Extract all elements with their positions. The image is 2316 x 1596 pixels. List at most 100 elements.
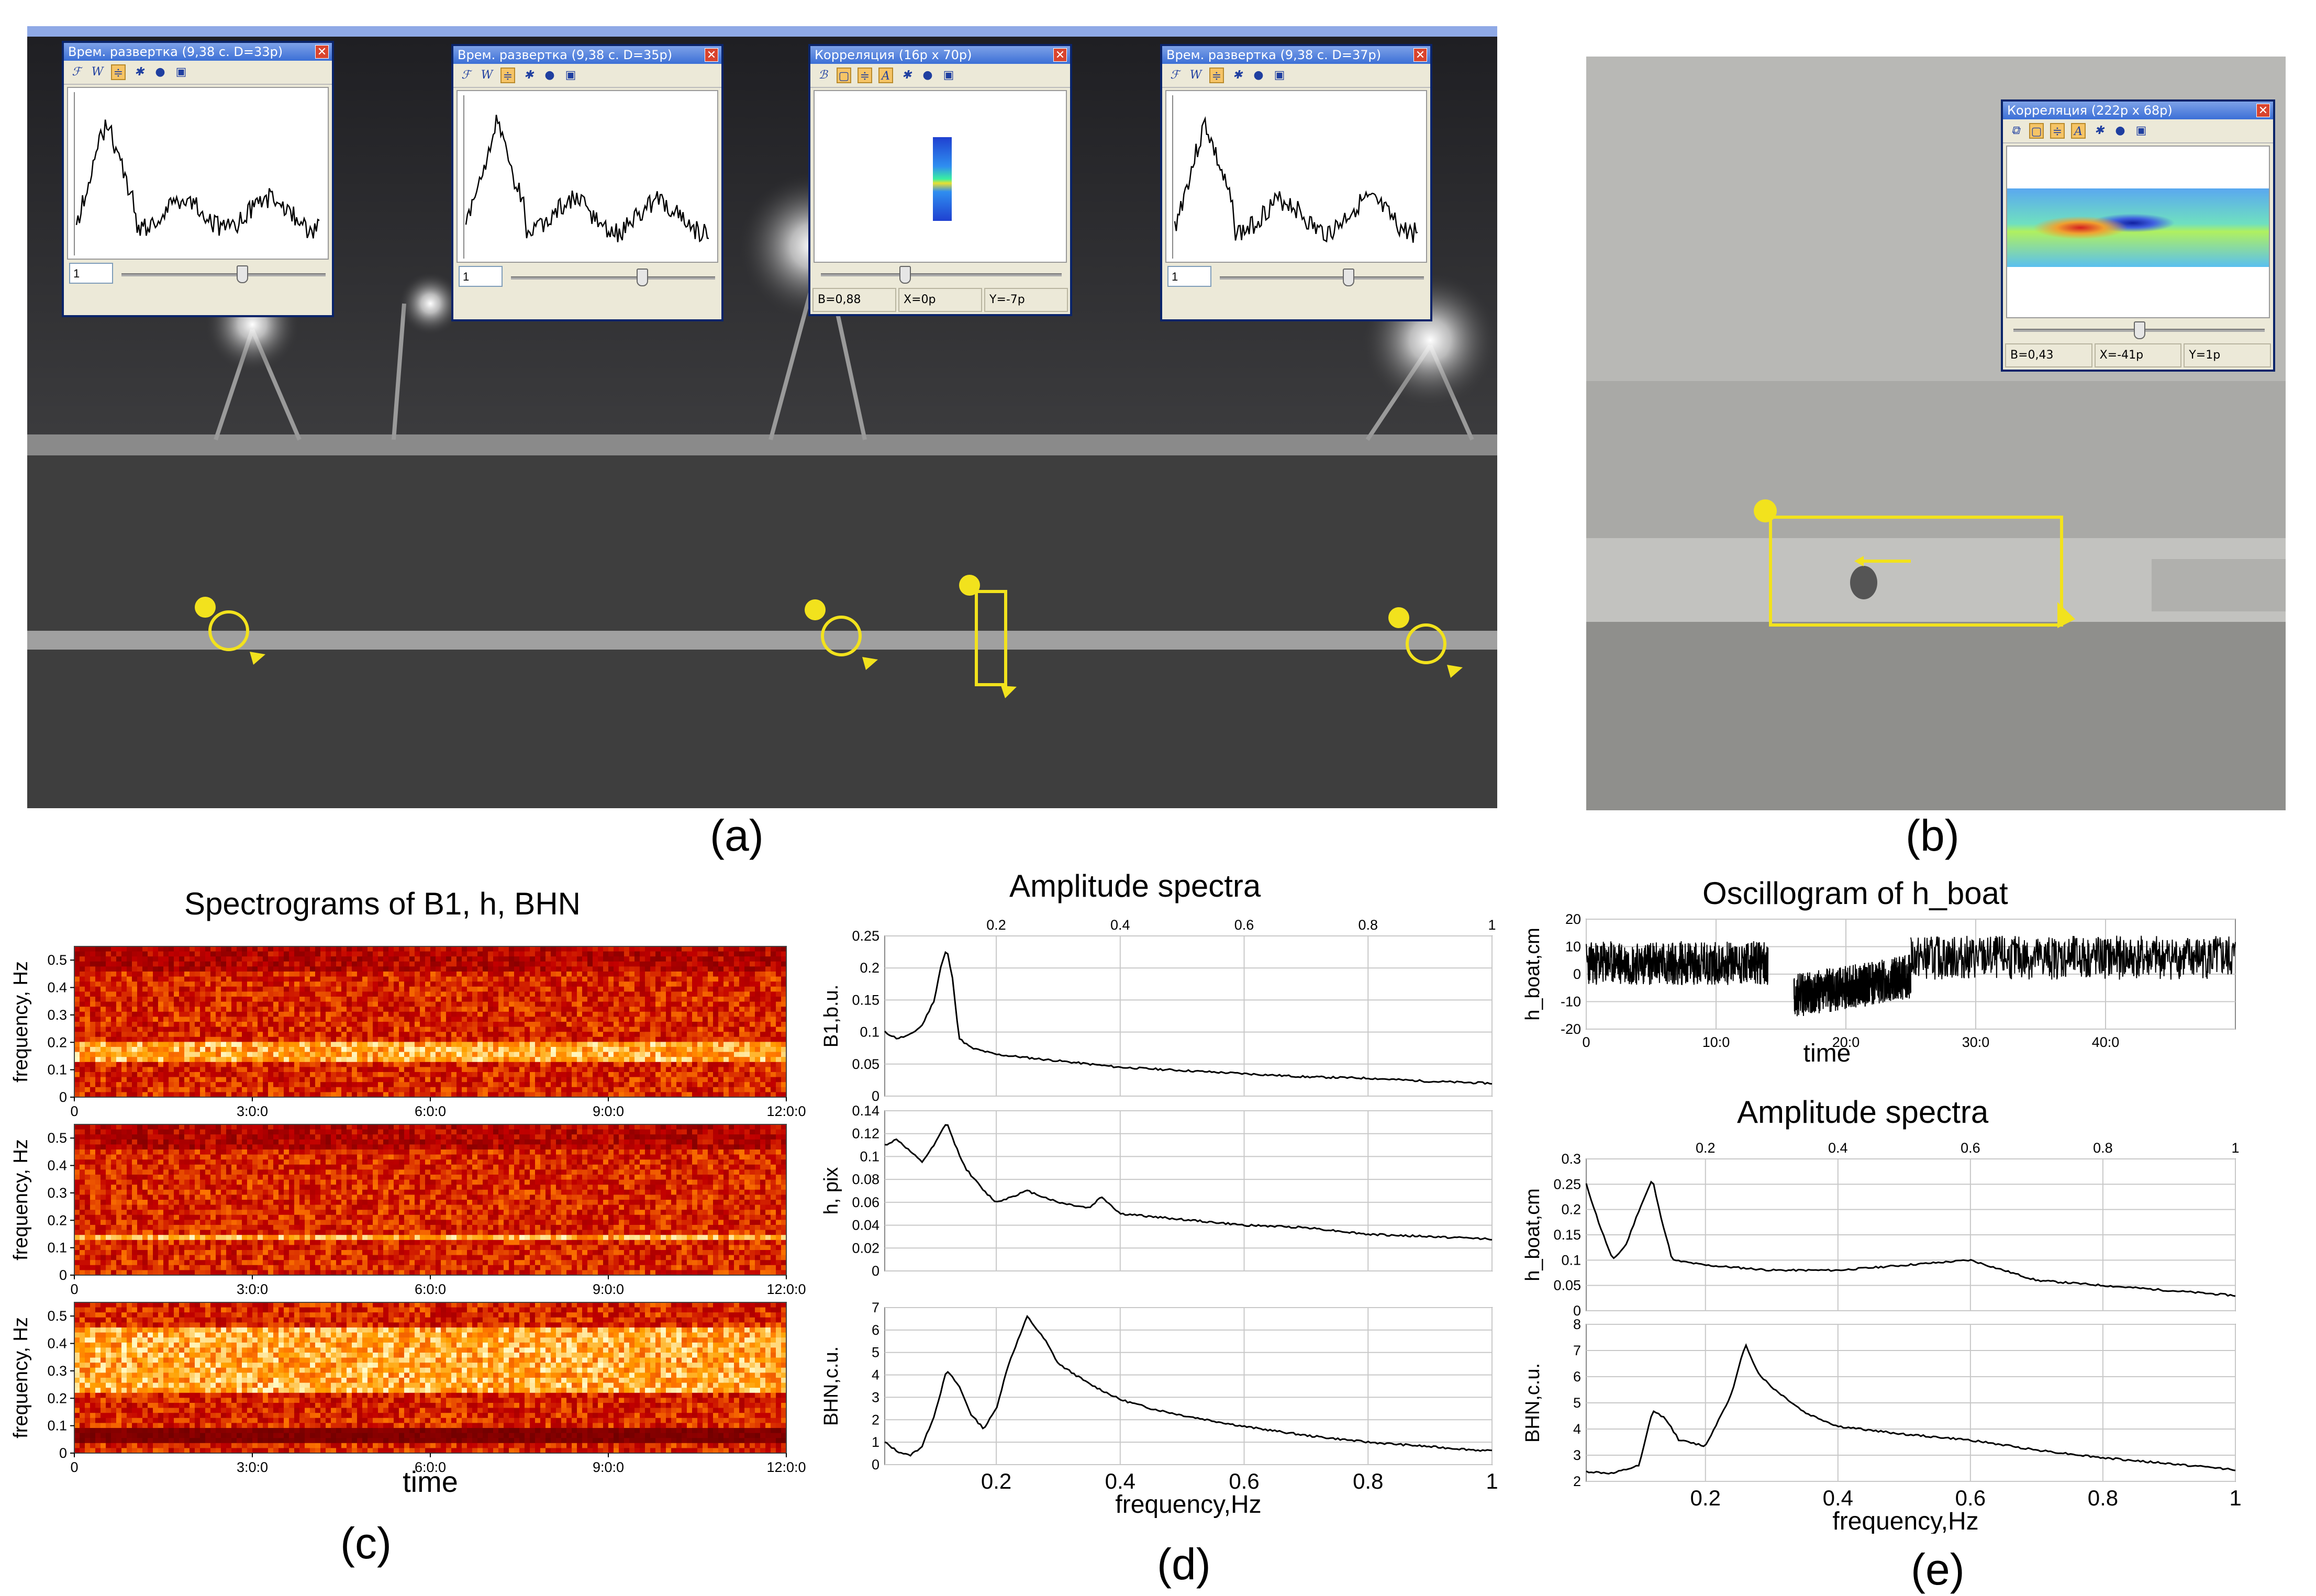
frame-tool-icon[interactable]: ▢ — [2029, 123, 2044, 139]
spectrogram-cell — [158, 1185, 164, 1190]
spectrogram-cell — [153, 1001, 159, 1007]
w-tool-button[interactable]: W — [1189, 69, 1202, 82]
scale-tool-icon[interactable]: ≑ — [111, 64, 126, 80]
stop-icon[interactable]: ● — [544, 69, 555, 82]
window-slider-track[interactable] — [121, 273, 326, 276]
spectrogram-cell — [137, 1189, 143, 1195]
spectrogram-cell — [305, 1087, 310, 1092]
scale-tool-icon[interactable]: ≑ — [500, 68, 515, 83]
close-icon[interactable]: ✕ — [705, 48, 718, 62]
window-slider-thumb[interactable] — [899, 266, 911, 284]
spectrogram-cell — [682, 1032, 687, 1037]
spectrogram-cell — [195, 1185, 201, 1190]
spectrogram-cell — [132, 1124, 138, 1130]
correlation-window-b[interactable]: Корреляция (222р x 68р) ✕ ⧉ ▢ ≑ A ✱ ● ▣ … — [2001, 99, 2275, 372]
ap-tool-icon[interactable]: A — [878, 68, 893, 83]
function-tool-button[interactable]: ℱ — [1170, 69, 1179, 82]
spectrogram-cell — [493, 1057, 499, 1063]
save-icon[interactable]: ▣ — [943, 69, 954, 82]
scale-tool-icon[interactable]: ≑ — [1209, 68, 1224, 83]
spectrogram-cell — [556, 1087, 562, 1092]
spectrogram-cell — [331, 951, 337, 957]
spectrogram-cell — [111, 1270, 117, 1276]
close-icon[interactable]: ✕ — [1413, 48, 1427, 62]
correlation-window-a[interactable]: Корреляция (16р x 70р) ✕ ℬ ▢ ≑ A ✱ ● ▣ B… — [808, 44, 1072, 316]
spectrogram-cell — [750, 966, 755, 972]
copy-tool-icon[interactable]: ▢ — [837, 68, 851, 83]
close-icon[interactable]: ✕ — [2256, 104, 2270, 117]
spectrogram-cell — [483, 1001, 488, 1007]
spectrogram-cell — [666, 1011, 672, 1017]
settings-tool-icon[interactable]: ✱ — [134, 65, 144, 79]
function-tool-button[interactable]: ℱ — [461, 69, 471, 82]
channel-spinner[interactable]: 1 — [69, 263, 113, 284]
window-slider-thumb[interactable] — [2134, 321, 2145, 339]
save-icon[interactable]: ▣ — [1274, 69, 1285, 82]
save-icon[interactable]: ▣ — [565, 69, 576, 82]
settings-tool-icon[interactable]: ✱ — [2094, 124, 2105, 137]
spectrogram-cell — [320, 946, 326, 952]
w-tool-button[interactable]: W — [481, 69, 493, 82]
time-sweep-window-1[interactable]: Врем. развертка (9,38 с. D=33р) ✕ ℱ W ≑ … — [62, 41, 334, 317]
spectrogram-cell — [771, 1087, 776, 1092]
close-icon[interactable]: ✕ — [1053, 48, 1067, 62]
spectrogram-cell — [127, 1087, 132, 1092]
time-sweep-window-3[interactable]: Врем. развертка (9,38 с. D=37р) ✕ ℱ W ≑ … — [1160, 44, 1432, 321]
stop-icon[interactable]: ● — [155, 65, 165, 79]
window-slider-track[interactable] — [821, 273, 1062, 276]
spectrogram-cell — [723, 1057, 729, 1063]
window-slider-track[interactable] — [511, 276, 715, 280]
scale-tool-icon[interactable]: ≑ — [858, 68, 872, 83]
spectrogram-cell — [258, 1022, 263, 1028]
window-slider-thumb[interactable] — [237, 265, 248, 283]
copy-tool-icon[interactable]: ⧉ — [2011, 124, 2020, 137]
stop-icon[interactable]: ● — [922, 69, 933, 82]
channel-spinner[interactable]: 1 — [459, 266, 503, 287]
spectrogram-cell — [341, 1017, 347, 1022]
spectrogram-cell — [634, 972, 640, 977]
spectrogram-cell — [467, 1017, 473, 1022]
spectrogram-cell — [362, 1062, 368, 1067]
spectrogram-cell — [378, 1042, 384, 1047]
spectrogram-cell — [137, 1139, 143, 1145]
spectrogram-cell — [310, 991, 316, 997]
channel-spinner[interactable]: 1 — [1167, 266, 1211, 287]
spectrogram-cell — [289, 991, 295, 997]
settings-tool-icon[interactable]: ✱ — [901, 69, 912, 82]
save-icon[interactable]: ▣ — [2135, 124, 2147, 137]
ap-tool-icon[interactable]: A — [2071, 123, 2086, 139]
settings-tool-icon[interactable]: ✱ — [1232, 69, 1243, 82]
spectrogram-cell — [116, 1225, 122, 1231]
close-icon[interactable]: ✕ — [315, 45, 329, 59]
stop-icon[interactable]: ● — [1253, 69, 1264, 82]
spectrogram-cell — [111, 1134, 117, 1140]
save-icon[interactable]: ▣ — [175, 65, 187, 79]
spectrogram-cell — [184, 1062, 190, 1067]
spectrogram-cell — [142, 1149, 148, 1155]
stop-icon[interactable]: ● — [2115, 124, 2125, 137]
settings-tool-icon[interactable]: ✱ — [524, 69, 534, 82]
spectrogram-cell — [111, 1260, 117, 1266]
window-slider-thumb[interactable] — [1343, 269, 1354, 286]
spectrogram-cell — [205, 1195, 211, 1200]
spectrogram-cell — [111, 1032, 117, 1037]
window-slider-track[interactable] — [1220, 276, 1424, 280]
spectrogram-cell — [708, 1011, 714, 1017]
spectrogram-cell — [111, 1077, 117, 1082]
spectrogram-cell — [95, 1260, 101, 1266]
scale-tool-icon[interactable]: ≑ — [2050, 123, 2065, 139]
spectrogram-cell — [106, 1144, 112, 1150]
time-sweep-window-2[interactable]: Врем. развертка (9,38 с. D=35р) ✕ ℱ W ≑ … — [451, 44, 723, 321]
function-tool-button[interactable]: ℱ — [72, 65, 81, 79]
spectrogram-cell — [540, 1087, 546, 1092]
spectrogram-cell — [430, 1017, 436, 1022]
spectrogram-cell — [200, 991, 206, 997]
spectrogram-cell — [781, 1052, 787, 1057]
spectrogram-cell — [760, 951, 766, 957]
spectrogram-cell — [74, 956, 80, 962]
spectrogram-cell — [504, 976, 509, 982]
window-slider-thumb[interactable] — [637, 269, 648, 286]
b-tool-icon[interactable]: ℬ — [818, 69, 828, 82]
spectrogram-cell — [242, 946, 248, 952]
w-tool-button[interactable]: W — [91, 65, 104, 79]
